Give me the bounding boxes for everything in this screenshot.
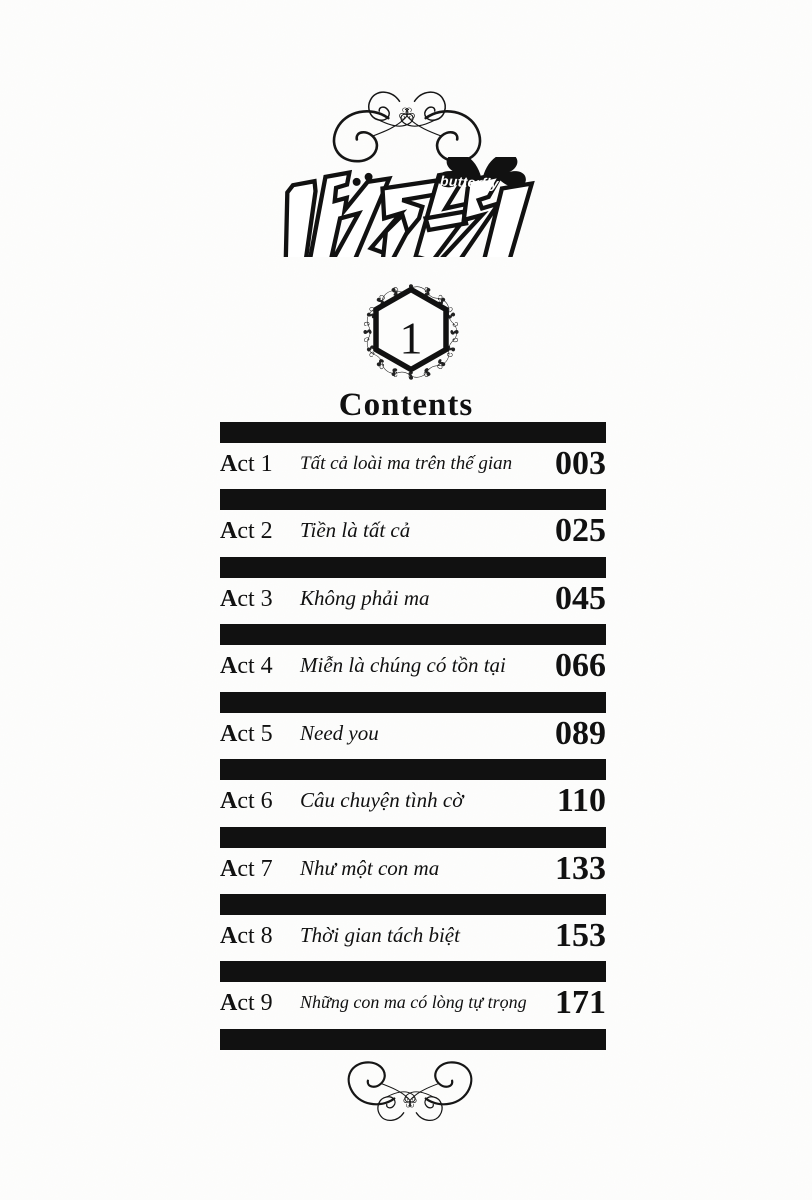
svg-text:1: 1	[400, 313, 423, 364]
